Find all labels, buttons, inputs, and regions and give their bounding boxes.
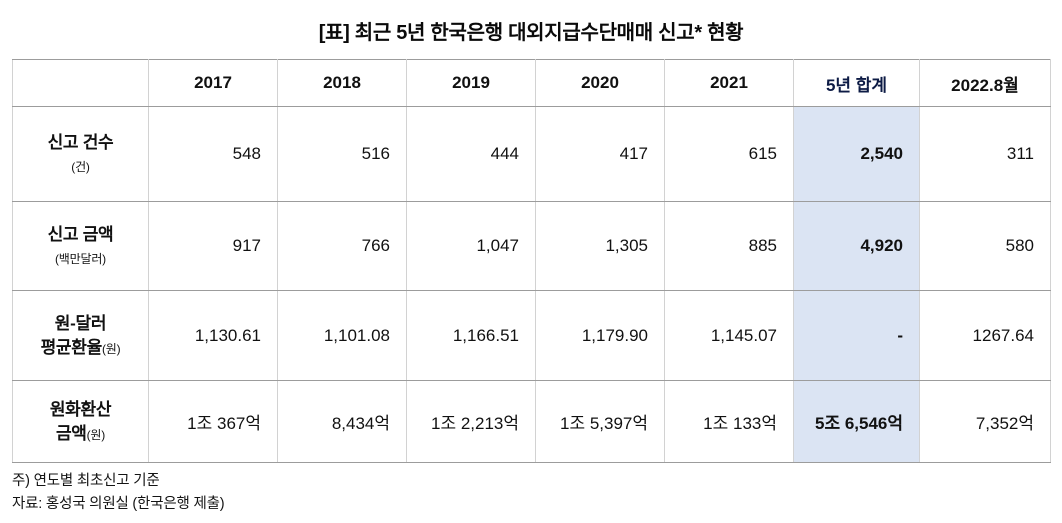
cell-value: 516 xyxy=(277,106,407,202)
footnote-source: 자료: 홍성국 의원실 (한국은행 제출) xyxy=(12,496,225,513)
table-row-exchange-rate: 원-달러 평균환율(원) 1,130.61 1,101.08 1,166.51 … xyxy=(12,290,1051,381)
cell-value: 444 xyxy=(406,106,536,202)
cell-value: 1,305 xyxy=(535,201,665,291)
cell-value: 1조 2,213억 xyxy=(406,380,536,463)
row-label-main: 원화환산 xyxy=(49,400,112,420)
header-2022-08: 2022.8월 xyxy=(919,59,1051,107)
header-2018: 2018 xyxy=(277,59,407,107)
cell-value: 1조 5,397억 xyxy=(535,380,665,463)
row-label-second-line: (건) xyxy=(17,155,144,176)
header-2019: 2019 xyxy=(406,59,536,107)
row-label-main-2: 평균환율 xyxy=(40,337,103,357)
cell-value: 917 xyxy=(148,201,278,291)
row-label-exchange-rate: 원-달러 평균환율(원) xyxy=(12,290,149,381)
row-label-unit: (원) xyxy=(101,341,121,356)
table-title: [표] 최근 5년 한국은행 대외지급수단매매 신고* 현황 xyxy=(318,22,744,44)
table-row-report-count: 신고 건수 (건) 548 516 444 417 615 2,540 311 xyxy=(12,106,1051,202)
row-label-report-count: 신고 건수 (건) xyxy=(12,106,149,202)
header-5yr-total: 5년 합계 xyxy=(793,59,920,107)
cell-value: 311 xyxy=(919,106,1051,202)
table-row-krw-converted: 원화환산 금액(원) 1조 367억 8,434억 1조 2,213억 1조 5… xyxy=(12,380,1051,463)
row-label-second-line: (백만달러) xyxy=(17,247,144,268)
footnotes: 주) 연도별 최초신고 기준 자료: 홍성국 의원실 (한국은행 제출) xyxy=(12,470,1050,516)
report-table: 2017 2018 2019 2020 2021 5년 합계 2022.8월 신… xyxy=(12,59,1051,463)
row-label-main-2: 금액 xyxy=(55,423,87,443)
cell-value: 1,101.08 xyxy=(277,290,407,381)
cell-value: 580 xyxy=(919,201,1051,291)
row-label-unit: (건) xyxy=(71,160,90,174)
cell-value: 1,166.51 xyxy=(406,290,536,381)
cell-value: 885 xyxy=(664,201,794,291)
header-2017: 2017 xyxy=(148,59,278,107)
cell-value-total: 4,920 xyxy=(793,201,920,291)
cell-value: 8,434억 xyxy=(277,380,407,463)
cell-value-total: 2,540 xyxy=(793,106,920,202)
cell-value: 615 xyxy=(664,106,794,202)
cell-value: 1,145.07 xyxy=(664,290,794,381)
cell-value: 7,352억 xyxy=(919,380,1051,463)
row-label-main: 원-달러 xyxy=(54,314,107,334)
cell-value: 1,179.90 xyxy=(535,290,665,381)
row-label-second-line: 금액(원) xyxy=(17,423,144,444)
cell-value: 1조 133억 xyxy=(664,380,794,463)
footnote-basis: 주) 연도별 최초신고 기준 xyxy=(12,473,160,489)
row-label-main: 신고 건수 xyxy=(47,132,114,152)
row-label-krw-converted: 원화환산 금액(원) xyxy=(12,380,149,463)
row-label-second-line: 평균환율(원) xyxy=(17,337,144,358)
table-row-report-amount: 신고 금액 (백만달러) 917 766 1,047 1,305 885 4,9… xyxy=(12,201,1051,291)
cell-value: 1조 367억 xyxy=(148,380,278,463)
cell-value: 1,047 xyxy=(406,201,536,291)
header-row: 2017 2018 2019 2020 2021 5년 합계 2022.8월 xyxy=(12,59,1051,107)
row-label-unit: (원) xyxy=(86,427,106,442)
cell-value-total: 5조 6,546억 xyxy=(793,380,920,463)
cell-value: 1,130.61 xyxy=(148,290,278,381)
cell-value-total: - xyxy=(793,290,920,381)
row-label-report-amount: 신고 금액 (백만달러) xyxy=(12,201,149,291)
cell-value: 548 xyxy=(148,106,278,202)
row-label-unit: (백만달러) xyxy=(55,252,106,266)
header-2020: 2020 xyxy=(535,59,665,107)
row-label-main: 신고 금액 xyxy=(47,224,114,244)
cell-value: 766 xyxy=(277,201,407,291)
header-empty xyxy=(12,59,149,107)
cell-value: 1267.64 xyxy=(919,290,1051,381)
header-2021: 2021 xyxy=(664,59,794,107)
cell-value: 417 xyxy=(535,106,665,202)
